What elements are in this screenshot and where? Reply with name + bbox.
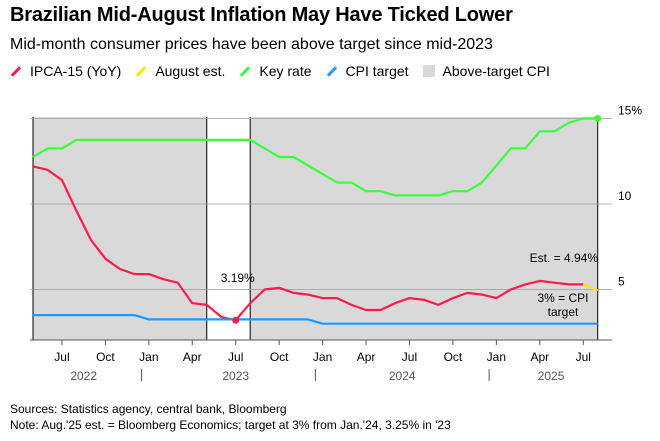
footer-note: Note: Aug.'25 est. = Bloomberg Economics… (10, 418, 451, 432)
x-tick-label: Jan (313, 350, 332, 364)
chart-title: Brazilian Mid-August Inflation May Have … (10, 4, 513, 26)
x-year-label: 2024 (389, 369, 416, 383)
x-tick-label: Jul (54, 350, 69, 364)
y-tick-label: 5 (618, 275, 625, 289)
annotation-target-1: 3% = CPI (537, 291, 588, 305)
annotation-low: 3.19% (221, 271, 255, 285)
x-tick-label: Jan (487, 350, 506, 364)
x-year-label: 2025 (538, 369, 565, 383)
legend-item-cpi-target: CPI target (326, 63, 409, 79)
shaded-period-1 (33, 117, 207, 340)
x-tick-label: Jul (576, 350, 591, 364)
key-rate-end-point (594, 115, 602, 122)
series-lines (32, 115, 602, 325)
x-tick-label: Jul (402, 350, 417, 364)
x-tick-label: Apr (183, 350, 202, 364)
legend-label-ipca: IPCA-15 (YoY) (30, 63, 122, 79)
x-year-label: 2023 (222, 369, 249, 383)
x-tick-label: Jul (228, 350, 243, 364)
legend-item-august-est: August est. (135, 63, 225, 79)
x-tick-label: Oct (270, 350, 289, 364)
ipca-low-point (232, 316, 240, 324)
x-tick-label: Oct (444, 350, 463, 364)
annotation-estimate: Est. = 4.94% (530, 251, 599, 265)
x-tick-label: Jan (139, 350, 158, 364)
annotation-target-2: target (548, 305, 579, 319)
chart-subtitle: Mid-month consumer prices have been abov… (10, 36, 493, 53)
footer-sources: Sources: Statistics agency, central bank… (10, 402, 287, 416)
legend-item-key-rate: Key rate (239, 63, 312, 79)
legend-item-above-target: Above-target CPI (422, 63, 550, 79)
x-tick-label: Apr (530, 350, 549, 364)
legend: IPCA-15 (YoY) August est. Key rate CPI t… (10, 63, 564, 79)
y-tick-label: 15% (618, 104, 642, 118)
x-year-label: 2022 (70, 369, 97, 383)
x-tick-label: Apr (357, 350, 376, 364)
legend-item-ipca: IPCA-15 (YoY) (10, 63, 121, 79)
shaded-regions (32, 117, 599, 340)
legend-swatch-above-target (422, 65, 435, 77)
legend-label-key-rate: Key rate (259, 63, 312, 79)
tick-labels: 5 10 15% Jul Oct Jan Apr Jul Oct Jan Apr Jul Oct Jan A… (54, 104, 642, 384)
series-line-august-est (582, 283, 599, 292)
legend-label-above-target: Above-target CPI (442, 63, 550, 79)
legend-label-august-est: August est. (155, 63, 226, 79)
y-tick-label: 10 (618, 189, 632, 203)
shaded-period-2 (250, 117, 598, 340)
series-line-cpi-target (33, 314, 598, 325)
legend-label-cpi-target: CPI target (345, 63, 409, 79)
series-line-ipca-15-yoy (32, 165, 584, 322)
x-tick-label: Oct (96, 350, 115, 364)
series-line-key-rate (32, 117, 598, 197)
gridlines (30, 118, 612, 341)
